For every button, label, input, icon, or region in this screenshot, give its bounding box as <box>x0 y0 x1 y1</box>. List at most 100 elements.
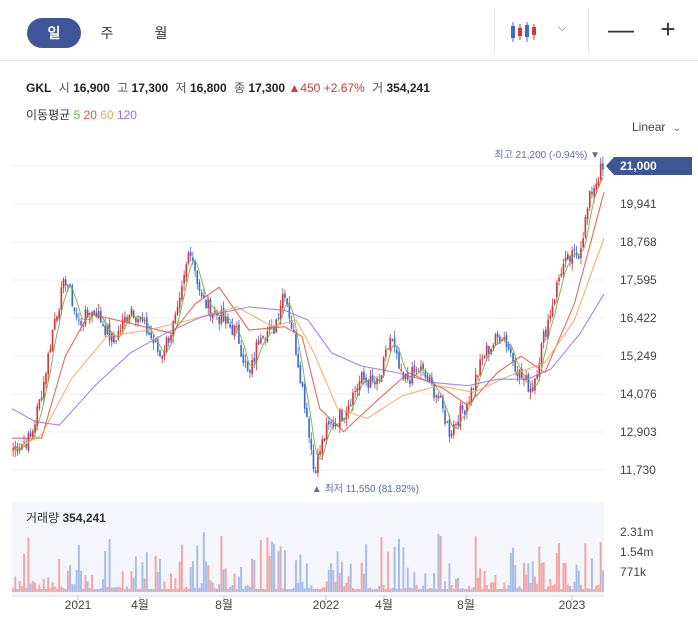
candle-body <box>12 448 14 452</box>
candle-body <box>406 372 409 380</box>
candle-body <box>36 406 39 427</box>
candle-body <box>268 326 271 331</box>
candle-body <box>431 377 433 384</box>
candle-body <box>178 297 181 308</box>
zoom-in-button[interactable]: + <box>660 14 676 44</box>
candle-body <box>367 380 370 389</box>
candle-body <box>260 337 262 344</box>
candle-body <box>553 299 556 304</box>
candle-body <box>349 404 352 407</box>
candle-body <box>270 326 273 328</box>
candle-body <box>102 324 104 327</box>
ma-60[interactable]: 60 <box>100 108 114 122</box>
candle-body <box>424 371 427 378</box>
candle-body <box>481 358 484 360</box>
candle-body <box>385 349 387 357</box>
candle-body <box>56 316 58 321</box>
candle-body <box>75 313 78 318</box>
candle-body <box>483 355 486 358</box>
candle-body <box>126 317 128 322</box>
candle-body <box>376 378 378 384</box>
current-price-tag <box>606 157 692 175</box>
price-tick-label: 19,941 <box>620 197 657 211</box>
ma-120[interactable]: 120 <box>116 108 137 122</box>
candle-body <box>400 369 403 371</box>
candle-body <box>580 247 582 259</box>
candle-body <box>461 405 464 410</box>
zoom-out-button[interactable]: — <box>608 14 634 44</box>
candle-body <box>391 339 394 341</box>
tab-daily[interactable]: 일 <box>27 18 81 48</box>
candle-body <box>577 256 580 259</box>
candle-body <box>393 337 396 348</box>
candle-body <box>156 339 159 352</box>
candle-body <box>40 397 43 401</box>
candle-body <box>110 333 113 342</box>
candlestick-icon[interactable] <box>508 20 538 44</box>
candle-body <box>330 422 332 424</box>
candle-body <box>308 418 310 438</box>
candle-body <box>233 325 236 337</box>
candle-body <box>121 319 124 329</box>
up-triangle-icon: ▲ <box>288 81 301 95</box>
candle-body <box>336 425 339 427</box>
volume-legend: 거래량 354,241 <box>26 511 106 525</box>
candle-body <box>246 362 249 371</box>
candles <box>12 156 604 478</box>
candle-body <box>477 375 479 377</box>
candle-body <box>183 275 185 284</box>
candle-body <box>297 354 299 368</box>
open-value: 16,900 <box>73 81 110 95</box>
candle-body <box>161 356 164 359</box>
chevron-down-icon[interactable]: ⌵ <box>558 22 567 34</box>
candle-body <box>562 263 565 275</box>
candle-body <box>450 433 453 437</box>
candle-body <box>78 319 80 321</box>
candle-body <box>130 308 133 316</box>
candle-body <box>499 336 501 344</box>
ma-20[interactable]: 20 <box>83 108 97 122</box>
candle-body <box>148 332 150 335</box>
chevron-down-icon: ⌄ <box>672 123 682 134</box>
tab-weekly[interactable]: 주 <box>100 25 114 41</box>
candle-body <box>358 381 361 391</box>
candle-body <box>586 208 589 220</box>
candle-body <box>53 319 56 330</box>
close-value: 17,300 <box>248 81 286 95</box>
candle-body <box>323 438 326 441</box>
candle-body <box>564 257 567 262</box>
candle-body <box>558 277 560 282</box>
candle-body <box>389 338 392 351</box>
price-summary: GKL 시 16,900 고 17,300 저 16,800 종 17,300 … <box>26 81 430 95</box>
tab-monthly[interactable]: 월 <box>154 25 168 41</box>
candle-body <box>299 364 302 384</box>
candle-body <box>235 326 238 328</box>
price-tick-label: 11,730 <box>620 463 656 477</box>
candle-body <box>312 450 315 469</box>
ma-5[interactable]: 5 <box>73 108 81 122</box>
x-tick-label: 4월 <box>375 598 393 612</box>
candle-body <box>365 377 367 383</box>
candle-body <box>25 443 28 448</box>
candle-body <box>115 340 117 342</box>
ma-label: 이동평균 <box>26 108 71 122</box>
candle-body <box>496 333 499 338</box>
candle-body <box>216 311 218 316</box>
candle-body <box>518 369 521 378</box>
candle-body <box>38 399 41 409</box>
candle-body <box>588 191 591 208</box>
candle-body <box>62 279 65 288</box>
candle-body <box>490 348 492 354</box>
candle-body <box>150 332 153 339</box>
candle-body <box>573 249 576 251</box>
high-annotation: 최고 21,200 (-0.94%) ▼ <box>494 149 600 161</box>
candle-body <box>242 354 245 363</box>
candle-body <box>89 319 91 321</box>
candle-body <box>457 421 460 426</box>
candle-body <box>279 305 282 320</box>
scale-selector[interactable]: Linear ⌄ <box>632 120 682 134</box>
candle-body <box>538 363 541 377</box>
candle-body <box>257 340 260 345</box>
candle-body <box>409 380 411 385</box>
candle-body <box>507 344 510 350</box>
